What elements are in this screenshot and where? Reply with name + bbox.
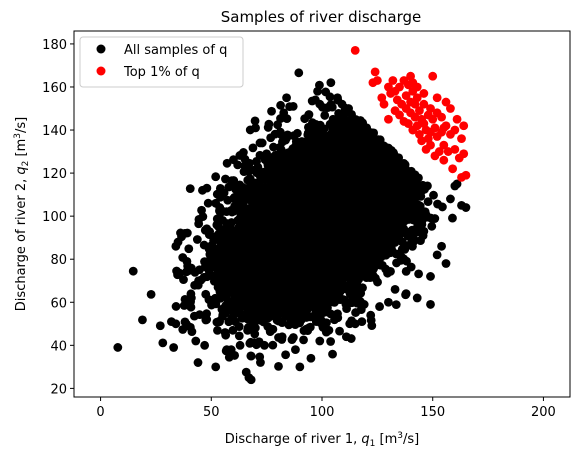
sample-point xyxy=(243,323,253,332)
sample-point xyxy=(128,266,138,276)
sample-point xyxy=(155,321,165,331)
sample-point xyxy=(184,244,194,254)
sample-point xyxy=(192,235,202,244)
chart-title: Samples of river discharge xyxy=(221,8,422,26)
sample-point xyxy=(429,190,438,200)
sample-point xyxy=(320,111,330,120)
sample-point xyxy=(391,300,401,310)
sample-point xyxy=(158,338,168,348)
sample-point xyxy=(228,325,238,335)
sample-point xyxy=(264,119,274,129)
sample-point xyxy=(267,106,276,116)
plot-points xyxy=(113,45,471,385)
sample-point xyxy=(207,300,216,310)
sample-point xyxy=(234,331,244,341)
sample-point xyxy=(250,116,260,126)
sample-point xyxy=(210,293,220,303)
sample-point xyxy=(269,142,278,152)
sample-point xyxy=(113,343,123,352)
sample-point xyxy=(288,333,298,342)
sample-point xyxy=(203,198,213,208)
sample-point xyxy=(299,335,308,345)
sample-point xyxy=(328,349,337,359)
sample-point xyxy=(213,326,222,335)
sample-point xyxy=(212,317,222,327)
